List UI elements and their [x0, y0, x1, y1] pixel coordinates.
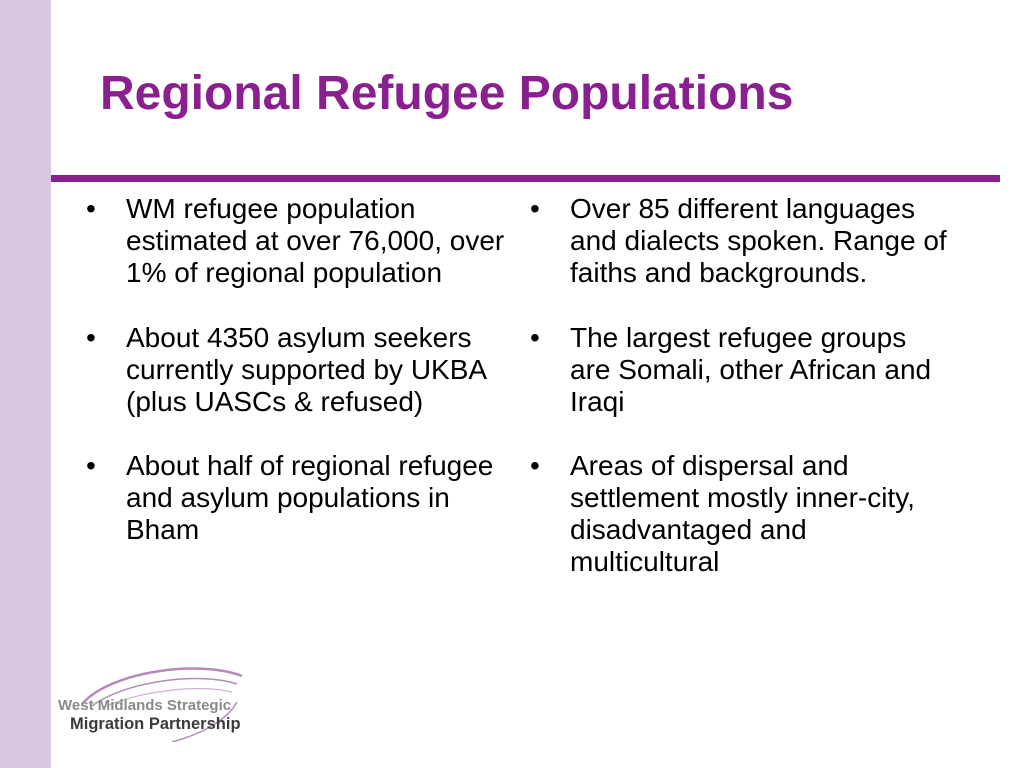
bullet-icon: •	[530, 193, 540, 224]
list-item: • About 4350 asylum seekers currently su…	[86, 322, 506, 418]
left-bullet-list: • WM refugee population estimated at ove…	[86, 193, 506, 579]
logo-text-line1: West Midlands Strategic	[58, 697, 232, 714]
bullet-icon: •	[530, 450, 540, 482]
right-bullet-list: • Over 85 different languages and dialec…	[530, 193, 950, 611]
logo-swoosh-icon	[81, 667, 243, 742]
list-item: • The largest refugee groups are Somali,…	[530, 322, 950, 418]
bullet-icon: •	[530, 321, 540, 353]
bullet-text: About half of regional refugee and asylu…	[126, 450, 494, 546]
bullet-text: WM refugee population estimated at over …	[126, 193, 505, 288]
bullet-text: About 4350 asylum seekers currently supp…	[126, 321, 486, 417]
list-item: • WM refugee population estimated at ove…	[86, 193, 506, 289]
bullet-icon: •	[86, 321, 96, 353]
side-band	[0, 0, 51, 768]
bullet-text: Areas of dispersal and settlement mostly…	[570, 450, 915, 578]
title-divider	[51, 175, 1000, 182]
bullet-text: Over 85 different languages and dialects…	[570, 193, 947, 288]
organization-logo: West Midlands Strategic Migration Partne…	[52, 662, 292, 742]
list-item: • Areas of dispersal and settlement most…	[530, 450, 950, 578]
logo-text-line2: Migration Partnership	[70, 715, 241, 733]
slide-title: Regional Refugee Populations	[100, 67, 794, 120]
list-item: • About half of regional refugee and asy…	[86, 450, 506, 546]
list-item: • Over 85 different languages and dialec…	[530, 193, 950, 289]
bullet-text: The largest refugee groups are Somali, o…	[570, 321, 932, 417]
bullet-icon: •	[86, 193, 96, 224]
bullet-icon: •	[86, 450, 96, 482]
